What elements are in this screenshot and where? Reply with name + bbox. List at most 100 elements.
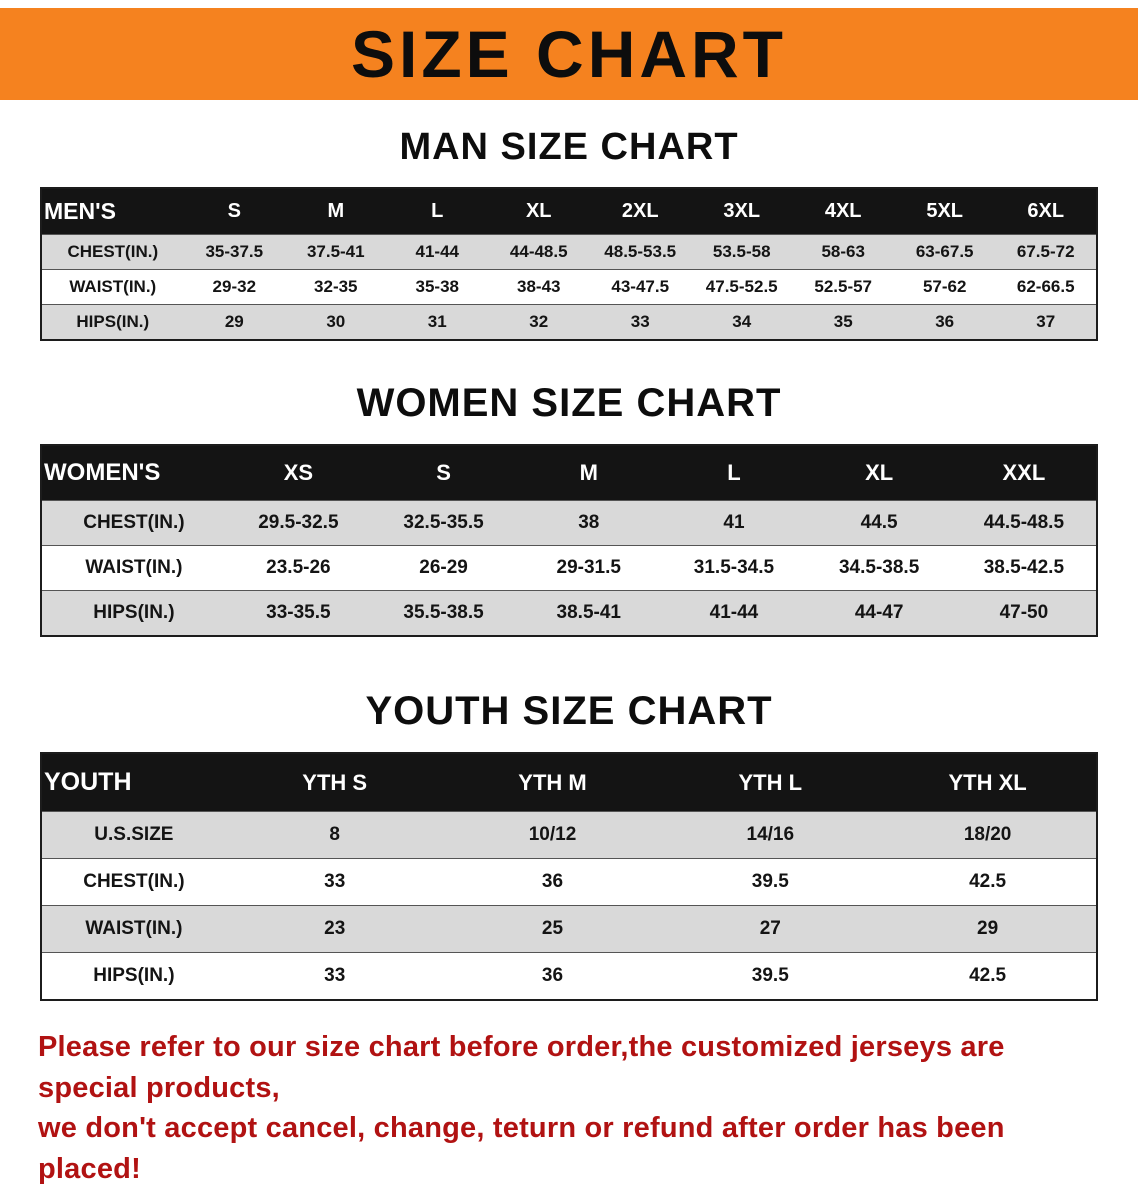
size-value: 35-38 [386,269,488,305]
size-value: 41-44 [661,590,807,636]
measurement-label: CHEST(IN.) [41,500,226,546]
size-value: 38.5-42.5 [951,545,1097,591]
size-value: 29-31.5 [516,545,662,591]
size-value: 63-67.5 [893,234,996,270]
size-column-header: XS [225,445,371,501]
table-row: WAIST(IN.) 23 25 27 29 [41,905,1097,953]
size-value: 47-50 [951,590,1097,636]
measurement-label: CHEST(IN.) [41,234,184,270]
measurement-label: WAIST(IN.) [41,905,226,953]
size-value: 35 [792,304,894,340]
size-value: 41 [661,500,807,546]
size-column-header: 3XL [690,188,793,235]
size-value: 33-35.5 [225,590,371,636]
size-value: 44-47 [806,590,952,636]
measurement-label: WAIST(IN.) [41,545,226,591]
size-value: 57-62 [893,269,996,305]
size-value: 39.5 [661,952,880,1000]
men-table-wrapper: MEN'S S M L XL 2XL 3XL 4XL 5XL 6XL CHEST(IN.) 35-37… [40,187,1098,341]
size-column-header: YTH L [661,753,880,812]
size-value: 18/20 [879,811,1097,859]
size-value: 62-66.5 [995,269,1097,305]
measurement-label: WAIST(IN.) [41,269,184,305]
size-value: 14/16 [661,811,880,859]
size-value: 37 [995,304,1097,340]
size-column-header: S [370,445,517,501]
measurement-label: U.S.SIZE [41,811,226,859]
footer-note: Please refer to our size chart before or… [38,1027,1100,1189]
size-column-header: 2XL [589,188,691,235]
size-value: 34.5-38.5 [806,545,952,591]
table-corner-label: MEN'S [41,188,184,235]
women-size-table: WOMEN'S XS S M L XL XXL CHEST(IN.) 29.5-32.5 32.5… [40,444,1098,637]
table-row: U.S.SIZE 8 10/12 14/16 18/20 [41,811,1097,859]
table-corner-label: WOMEN'S [41,445,226,501]
size-column-header: XL [806,445,952,501]
size-column-header: YTH XL [879,753,1097,812]
size-value: 36 [443,858,662,906]
table-row: HIPS(IN.) 29 30 31 32 33 34 35 36 37 [41,304,1097,340]
size-value: 44-48.5 [488,234,590,270]
measurement-label: CHEST(IN.) [41,858,226,906]
footer-note-line2: we don't accept cancel, change, teturn o… [38,1112,1005,1185]
size-column-header: L [386,188,488,235]
youth-table-wrapper: YOUTH YTH S YTH M YTH L YTH XL U.S.SIZE 8 10/12… [40,752,1098,1001]
table-header-row: YOUTH YTH S YTH M YTH L YTH XL [41,753,1097,812]
size-value: 48.5-53.5 [589,234,691,270]
size-value: 27 [661,905,880,953]
page-title: SIZE CHART [351,17,787,91]
table-header-row: MEN'S S M L XL 2XL 3XL 4XL 5XL 6XL [41,188,1097,235]
size-value: 29 [183,304,286,340]
women-section-title: WOMEN SIZE CHART [356,381,782,425]
size-value: 44.5 [806,500,952,546]
size-column-header: 6XL [995,188,1097,235]
size-column-header: S [183,188,286,235]
size-column-header: XL [488,188,590,235]
size-value: 10/12 [443,811,662,859]
size-value: 29 [879,905,1097,953]
size-value: 25 [443,905,662,953]
size-value: 37.5-41 [285,234,387,270]
youth-size-table: YOUTH YTH S YTH M YTH L YTH XL U.S.SIZE 8 10/12… [40,752,1098,1001]
size-value: 32 [488,304,590,340]
women-size-section: WOMEN SIZE CHART WOMEN'S XS S M L XL XXL CHEST(… [0,381,1138,637]
men-size-section: MAN SIZE CHART MEN'S S M L XL 2XL 3XL 4XL 5XL 6XL… [0,126,1138,341]
size-value: 38.5-41 [516,590,662,636]
size-value: 42.5 [879,952,1097,1000]
size-value: 32-35 [285,269,387,305]
size-column-header: YTH M [443,753,662,812]
size-value: 35.5-38.5 [370,590,517,636]
size-value: 38 [516,500,662,546]
size-value: 33 [589,304,691,340]
banner: SIZE CHART [0,8,1138,100]
size-value: 38-43 [488,269,590,305]
size-value: 35-37.5 [183,234,286,270]
table-row: CHEST(IN.) 33 36 39.5 42.5 [41,858,1097,906]
size-value: 33 [225,858,444,906]
size-value: 32.5-35.5 [370,500,517,546]
table-row: HIPS(IN.) 33-35.5 35.5-38.5 38.5-41 41-44 44-… [41,590,1097,636]
footer-note-line1: Please refer to our size chart before or… [38,1031,1005,1104]
size-value: 34 [690,304,793,340]
size-value: 23 [225,905,444,953]
size-column-header: XXL [951,445,1097,501]
measurement-label: HIPS(IN.) [41,590,226,636]
size-column-header: M [285,188,387,235]
table-row: WAIST(IN.) 29-32 32-35 35-38 38-43 43-47.5 47.… [41,269,1097,305]
table-row: CHEST(IN.) 29.5-32.5 32.5-35.5 38 41 44.5 44.5… [41,500,1097,546]
size-value: 44.5-48.5 [951,500,1097,546]
men-size-table: MEN'S S M L XL 2XL 3XL 4XL 5XL 6XL CHEST(IN.) 35-37… [40,187,1098,341]
table-header-row: WOMEN'S XS S M L XL XXL [41,445,1097,501]
table-row: WAIST(IN.) 23.5-26 26-29 29-31.5 31.5-34.5 34… [41,545,1097,591]
size-column-header: 4XL [792,188,894,235]
youth-size-section: YOUTH SIZE CHART YOUTH YTH S YTH M YTH L YTH… [0,689,1138,1001]
size-column-header: M [516,445,662,501]
youth-section-title: YOUTH SIZE CHART [365,689,773,733]
size-value: 31 [386,304,488,340]
measurement-label: HIPS(IN.) [41,952,226,1000]
size-column-header: L [661,445,807,501]
size-value: 58-63 [792,234,894,270]
size-value: 36 [893,304,996,340]
table-corner-label: YOUTH [41,753,226,812]
size-value: 8 [225,811,444,859]
